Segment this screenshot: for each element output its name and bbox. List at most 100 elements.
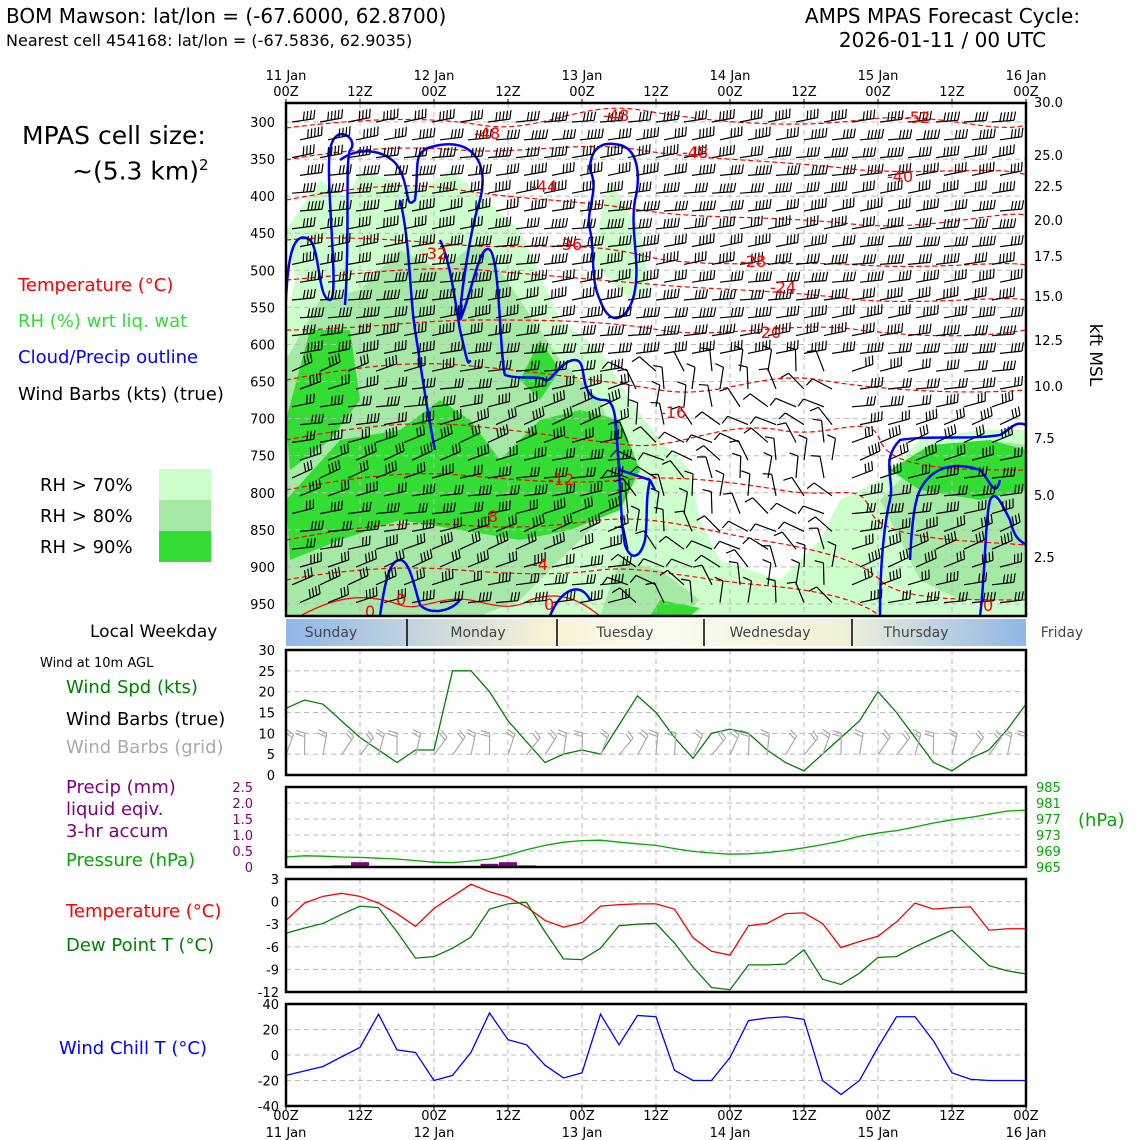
wind-barb-feather [937, 484, 940, 494]
wind-barb-feather [507, 409, 511, 419]
wind-barb-staff [515, 261, 538, 265]
wind-barb-feather [557, 732, 567, 738]
wind-barb-feather [337, 182, 341, 193]
wind-barb-feather [933, 378, 937, 388]
wind-barb-feather [649, 181, 652, 191]
wind-barb-feather [364, 553, 368, 563]
wind-barb-feather [786, 342, 789, 352]
wind-barb-feather [457, 591, 461, 601]
wind-barb-feather [531, 200, 534, 210]
wind-barb-feather [541, 377, 544, 387]
wind-barb-feather [989, 306, 993, 316]
wind-barb-feather [370, 413, 373, 423]
wind-barb-feather [449, 109, 452, 119]
wind-barb-feather [729, 251, 732, 261]
wind-barb-staff [999, 521, 1021, 532]
wind-barb-staff [383, 527, 406, 532]
wind-barb-feather [978, 112, 982, 122]
wind-barb-feather [590, 343, 594, 353]
wind-barb-feather [347, 479, 350, 489]
wind-barb-staff [599, 734, 610, 756]
wind-barb-feather [714, 363, 724, 368]
wind-barb-staff [719, 134, 742, 141]
wind-barb-feather [312, 144, 315, 154]
wind-barb-feather [601, 589, 603, 599]
wind-barb-staff [523, 454, 546, 461]
wind-barb-feather [426, 443, 430, 453]
wind-barb-feather [337, 324, 341, 334]
wind-barb-feather [698, 289, 702, 299]
top-day-label: 12 Jan [414, 69, 455, 84]
wind-barb-feather [670, 325, 674, 335]
wind-barb-feather [869, 180, 872, 190]
wind-barb-staff [375, 404, 398, 408]
wind-barb-feather [334, 461, 338, 471]
bottom-hour-label: 00Z [865, 1109, 891, 1124]
wind-barb-feather [713, 540, 720, 549]
wind-barb-feather [657, 162, 659, 172]
wind-barb-feather [303, 462, 307, 472]
wind-barb-feather [978, 360, 981, 370]
wind-barb-feather [698, 324, 701, 335]
wind-barb-feather [307, 129, 309, 139]
wind-barb-feather [509, 216, 512, 226]
wind-barb-feather [695, 445, 704, 452]
wind-barb-staff [963, 508, 986, 515]
wind-barb-feather [862, 111, 865, 121]
wind-barb-feather [873, 502, 877, 512]
wind-barb-staff [823, 223, 846, 230]
wind-barb-feather [881, 376, 884, 386]
wind-barb-feather [565, 573, 568, 583]
wind-barb-feather [541, 406, 545, 416]
wind-barb-feather [881, 270, 884, 281]
wind-barb-feather [485, 129, 489, 139]
wind-barb-feather [422, 306, 425, 316]
wind-barb-feather [362, 324, 365, 334]
wind-barb-feather [733, 216, 736, 226]
wind-barb-feather [785, 146, 789, 156]
wind-barb-feather [390, 396, 394, 406]
wind-barb-staff [795, 189, 818, 194]
wind-barb-feather [1002, 574, 1006, 584]
wind-barb-feather [956, 446, 959, 456]
wind-barb-feather [506, 236, 510, 246]
wind-barb-feather [425, 395, 428, 405]
wind-barb-feather [533, 324, 537, 334]
wind-barb-feather [925, 287, 928, 297]
wind-barb-feather [881, 732, 889, 741]
wind-barb-feather [330, 183, 334, 193]
wind-barb-feather [384, 464, 388, 474]
wind-barb-feather [929, 146, 932, 156]
wind-barb-staff [467, 172, 490, 176]
wind-barb-feather [957, 145, 960, 155]
wind-barb-feather [622, 200, 626, 210]
wind-barb-feather [505, 254, 509, 264]
wind-barb-staff [999, 314, 1022, 319]
wind-barb-staff [403, 470, 426, 479]
wind-barb-feather [989, 342, 993, 353]
wind-barb-feather [517, 591, 521, 601]
tick-label: 973 [1036, 829, 1061, 844]
wind-barb-staff [355, 595, 378, 604]
wind-barb-staff [291, 468, 313, 479]
wind-barb-feather [838, 216, 840, 226]
wind-barb-feather [1010, 531, 1013, 541]
wind-barb-feather [474, 323, 476, 333]
wind-barb-staff [831, 243, 854, 248]
wind-barb-feather [573, 305, 576, 315]
wind-barb-feather [645, 218, 649, 228]
wind-barb-feather [932, 409, 935, 419]
wind-barb-feather [930, 485, 933, 495]
kft-tick-label: 5.0 [1034, 489, 1055, 504]
wind-barb-feather [446, 503, 449, 513]
wind-barb-staff [543, 582, 566, 586]
wind-barb-staff [907, 154, 930, 159]
station-title: BOM Mawson: lat/lon = (-67.6000, 62.8700… [6, 4, 447, 28]
wind-barb-feather [495, 218, 498, 228]
wind-barb-feather [1021, 306, 1024, 316]
wind-barb-feather [562, 164, 565, 174]
wind-barb-staff [795, 562, 801, 585]
wind-barb-feather [719, 730, 727, 739]
wind-barb-feather [709, 307, 713, 317]
wind-barb-feather [834, 182, 837, 192]
